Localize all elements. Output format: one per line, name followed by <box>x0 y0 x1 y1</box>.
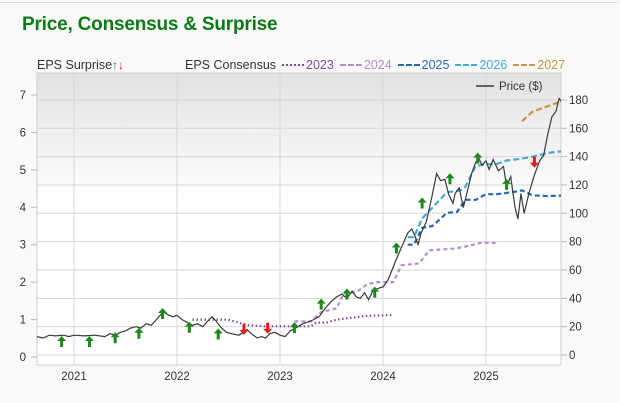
left-axis-tick-label: 2 <box>20 277 26 289</box>
surprise-down-arrow-icon <box>263 322 273 334</box>
surprise-up-arrow-icon <box>184 321 194 333</box>
consensus-legend-label: EPS Consensus <box>185 58 277 72</box>
right-axis-tick-label: 80 <box>569 237 582 249</box>
right-axis-tick-label: 60 <box>569 265 582 277</box>
consensus-swatch-2025 <box>397 64 420 66</box>
surprise-up-arrow-icon <box>134 327 144 339</box>
right-axis-tick-label: 140 <box>569 152 588 164</box>
right-axis-tick-label: 120 <box>569 180 588 192</box>
x-axis-tick-label: 2024 <box>370 371 396 383</box>
surprise-up-arrow-icon <box>316 298 326 310</box>
left-axis-tick-label: 4 <box>20 202 27 214</box>
consensus-legend: EPS Consensus 2023 2024 2025 2026 2027 <box>185 58 565 72</box>
price-legend-label: Price ($) <box>499 81 543 93</box>
surprise-legend-label: EPS Surprise <box>37 58 113 72</box>
page-top-border <box>0 0 619 3</box>
consensus-swatch-2024 <box>339 64 362 66</box>
surprise-up-arrow-icon <box>213 328 223 340</box>
surprise-down-arrow-icon <box>239 323 249 335</box>
surprise-up-arrow-icon <box>110 332 120 344</box>
x-axis-tick-label: 2021 <box>61 371 87 383</box>
right-axis-tick-label: 20 <box>569 322 582 334</box>
arrow-up-icon: ↑ <box>112 58 119 72</box>
chart-title: Price, Consensus & Surprise <box>22 14 278 35</box>
surprise-up-arrow-icon <box>370 286 380 298</box>
surprise-up-arrow-icon <box>445 173 455 185</box>
x-axis-tick-label: 2025 <box>473 371 499 383</box>
left-axis-tick-label: 1 <box>20 315 26 327</box>
price-line <box>37 97 561 339</box>
right-axis-tick-label: 160 <box>569 123 588 135</box>
series-group <box>37 97 561 348</box>
surprise-up-arrow-icon <box>502 178 512 190</box>
x-axis-tick-label: 2023 <box>267 371 293 383</box>
surprise-down-arrow-icon <box>529 156 539 168</box>
right-axis-tick-label: 40 <box>569 293 582 305</box>
surprise-up-arrow-icon <box>417 197 427 209</box>
left-axis-tick-label: 5 <box>20 165 26 177</box>
surprise-up-arrow-icon <box>57 336 67 348</box>
right-axis-tick-label: 0 <box>569 350 575 362</box>
consensus-legend-year-2023: 2023 <box>306 58 334 72</box>
consensus-legend-year-2025: 2025 <box>421 58 450 72</box>
left-axis-tick-label: 0 <box>20 352 26 364</box>
consensus-swatch-2026 <box>455 64 478 66</box>
surprise-up-arrow-icon <box>473 152 483 164</box>
consensus-legend-year-2026: 2026 <box>479 58 508 72</box>
consensus-line-2027 <box>521 100 561 123</box>
surprise-legend: EPS Surprise↑↓ <box>37 58 124 72</box>
consensus-line-2023 <box>192 314 394 328</box>
left-axis-tick-label: 7 <box>20 90 26 102</box>
consensus-legend-year-2024: 2024 <box>363 58 392 72</box>
surprise-up-arrow-icon <box>391 242 401 254</box>
surprise-up-arrow-icon <box>342 288 352 300</box>
surprise-up-arrow-icon <box>84 336 94 348</box>
surprise-up-arrow-icon <box>158 307 168 319</box>
left-axis-tick-label: 3 <box>20 240 26 252</box>
arrow-down-icon: ↓ <box>118 58 125 72</box>
surprise-up-arrow-icon <box>289 322 299 334</box>
consensus-line-2024 <box>294 241 497 323</box>
right-axis-tick-label: 100 <box>569 208 588 220</box>
consensus-swatch-2027 <box>513 64 536 66</box>
left-axis-tick-label: 6 <box>20 127 26 139</box>
plot-area <box>36 72 562 366</box>
x-axis-tick-label: 2022 <box>164 371 190 383</box>
consensus-swatch-2023 <box>282 64 305 66</box>
consensus-legend-year-2027: 2027 <box>537 58 566 72</box>
consensus-line-2026 <box>407 150 561 239</box>
right-axis-tick-label: 180 <box>569 95 588 107</box>
